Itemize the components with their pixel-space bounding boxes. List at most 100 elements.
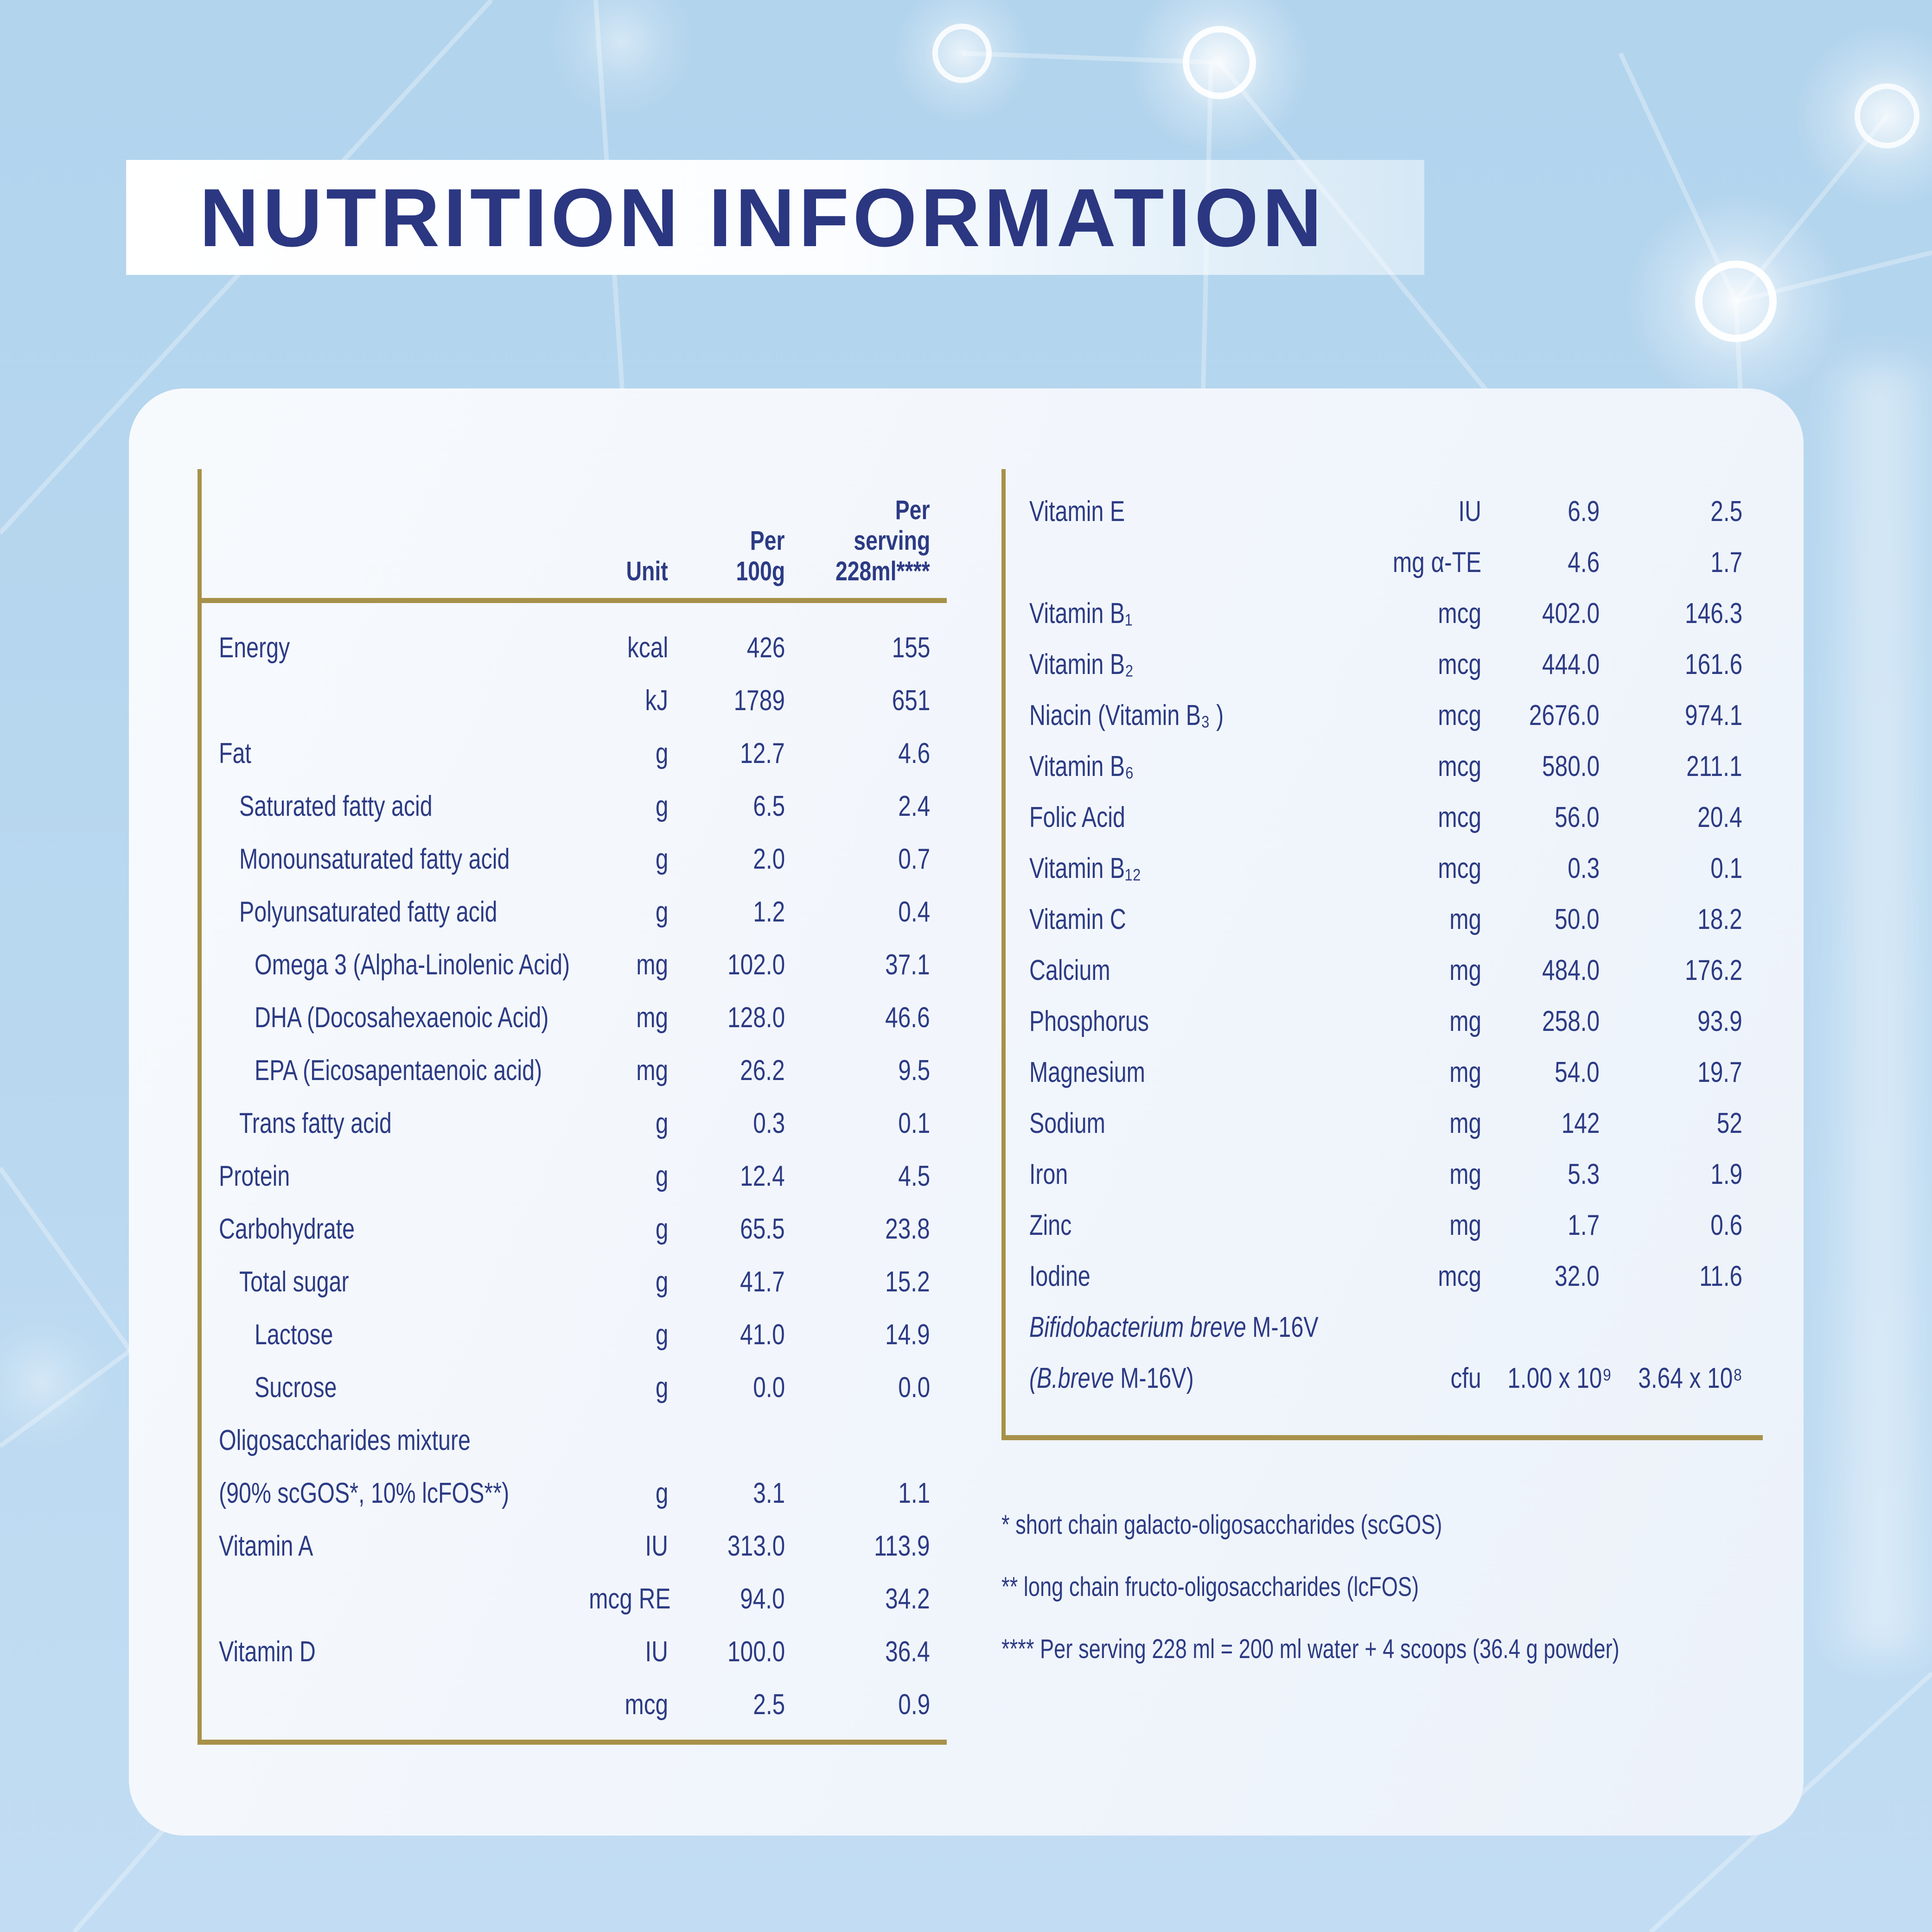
per-serving-cell: 0.4 xyxy=(785,896,930,928)
row-label-text: Vitamin D xyxy=(219,1635,316,1668)
per-100g-cell: 444.0 xyxy=(1481,648,1600,681)
unit-cell-text: mg xyxy=(1449,1056,1481,1088)
title-bar: NUTRITION INFORMATION xyxy=(126,160,1424,275)
footnote-lcfos: ** long chain fructo-oligosaccharides (l… xyxy=(1001,1556,1794,1618)
per-100g-cell: 4.6 xyxy=(1481,546,1600,579)
per-serving-cell: 4.6 xyxy=(785,737,930,770)
per-100g-cell-text: 12.7 xyxy=(740,737,785,769)
table-row: kJ 1789 651 xyxy=(198,674,930,727)
per-100g-cell-text: 26.2 xyxy=(740,1054,785,1087)
unit-cell-text: g xyxy=(655,1265,668,1298)
unit-cell: mg xyxy=(568,1001,668,1034)
per-100g-cell: 6.9 xyxy=(1481,495,1600,528)
per-serving-cell-text: 1.7 xyxy=(1710,546,1742,578)
per-serving-cell-text: 20.4 xyxy=(1697,801,1742,833)
per-100g-cell: 258.0 xyxy=(1481,1005,1600,1038)
unit-cell: mcg xyxy=(1368,801,1481,834)
right-table-bottom-rule xyxy=(1001,1435,1763,1440)
left-table-vertical-rule xyxy=(198,469,202,1745)
per-100g-cell-text: 50.0 xyxy=(1555,903,1600,935)
row-label: Omega 3 (Alpha-Linolenic Acid) xyxy=(198,948,570,981)
footnote-per-serving-text: **** Per serving 228 ml = 200 ml water +… xyxy=(1001,1633,1620,1664)
unit-cell: g xyxy=(568,1213,668,1246)
row-label: Carbohydrate xyxy=(198,1213,568,1246)
per-100g-cell: 56.0 xyxy=(1481,801,1600,834)
per-100g-cell: 41.7 xyxy=(668,1265,785,1298)
per-serving-cell: 4.5 xyxy=(785,1160,930,1193)
table-row: Zinc mg 1.7 0.6 xyxy=(1001,1200,1742,1251)
table-row: Phosphorus mg 258.0 93.9 xyxy=(1001,996,1742,1047)
per-serving-cell-text: 18.2 xyxy=(1697,903,1742,935)
table-row: Sucrose g 0.0 0.0 xyxy=(198,1361,930,1414)
unit-cell-text: g xyxy=(655,896,668,928)
unit-cell-text: mg xyxy=(636,948,668,981)
table-row: DHA (Docosahexaenoic Acid) mg 128.0 46.6 xyxy=(198,991,930,1044)
per-serving-cell-text: 176.2 xyxy=(1684,954,1742,986)
per-100g-cell: 26.2 xyxy=(668,1054,785,1087)
per-serving-cell-text: 1.9 xyxy=(1710,1158,1742,1190)
per-100g-cell-text: 1.2 xyxy=(753,896,785,928)
header-spacer xyxy=(198,468,568,598)
header-per-100g-line2: 100g xyxy=(736,556,785,586)
per-serving-cell-text: 0.1 xyxy=(1710,852,1742,884)
row-label: Phosphorus xyxy=(1001,1005,1368,1038)
row-label-text: Magnesium xyxy=(1029,1056,1145,1088)
row-label-text: Vitamin B₂ xyxy=(1029,648,1134,680)
per-100g-cell-text: 6.9 xyxy=(1568,495,1600,527)
per-serving-cell-text: 37.1 xyxy=(885,948,930,981)
row-label: Fat xyxy=(198,737,568,770)
unit-cell-text: mcg xyxy=(1438,648,1481,680)
row-label-text: Oligosaccharides mixture xyxy=(219,1424,471,1456)
nutrition-card xyxy=(129,388,1804,1836)
row-label: Vitamin A xyxy=(198,1530,568,1563)
row-label: Vitamin B₆ xyxy=(1001,750,1368,783)
unit-cell-text: g xyxy=(655,1160,668,1192)
per-serving-cell-text: 15.2 xyxy=(885,1265,930,1298)
row-label-text: Vitamin B₁ xyxy=(1029,597,1133,629)
unit-cell: mg xyxy=(568,1054,668,1087)
per-100g-cell: 1.00 x 10⁹ xyxy=(1481,1362,1612,1395)
per-serving-cell-text: 93.9 xyxy=(1697,1005,1742,1037)
unit-cell: mg xyxy=(1368,954,1481,987)
per-serving-cell-text: 36.4 xyxy=(885,1635,930,1668)
per-100g-cell: 2.5 xyxy=(668,1688,785,1721)
per-100g-cell: 426 xyxy=(668,631,785,664)
per-serving-cell: 0.1 xyxy=(1600,852,1742,885)
per-100g-cell-text: 12.4 xyxy=(740,1160,785,1192)
row-label-text: (B.breve M-16V) xyxy=(1029,1362,1194,1394)
row-label: Calcium xyxy=(1001,954,1368,987)
per-100g-cell: 0.3 xyxy=(1481,852,1600,885)
unit-cell-text: g xyxy=(655,843,668,875)
row-label: Sodium xyxy=(1001,1107,1368,1140)
row-label: Energy xyxy=(198,631,568,664)
per-serving-cell: 18.2 xyxy=(1600,903,1742,936)
row-label: (B.breve M-16V) xyxy=(1001,1362,1368,1395)
per-100g-cell-text: 2.0 xyxy=(753,843,785,875)
table-row: Oligosaccharides mixture xyxy=(198,1414,930,1467)
unit-cell-text: g xyxy=(655,1107,668,1139)
per-100g-cell: 32.0 xyxy=(1481,1260,1600,1293)
row-label-text: Vitamin C xyxy=(1029,903,1126,935)
header-per-serving-line3: 228ml**** xyxy=(835,556,930,586)
per-100g-cell-text: 100.0 xyxy=(727,1635,785,1668)
row-label-text: Lactose xyxy=(255,1318,333,1351)
per-100g-cell-text: 484.0 xyxy=(1542,954,1600,986)
per-100g-cell-text: 94.0 xyxy=(740,1582,785,1615)
row-label-text: Omega 3 (Alpha-Linolenic Acid) xyxy=(255,948,570,981)
per-serving-cell: 9.5 xyxy=(785,1054,930,1087)
per-serving-cell: 113.9 xyxy=(785,1530,930,1563)
per-100g-cell-text: 1.00 x 10⁹ xyxy=(1507,1362,1612,1394)
per-100g-cell-text: 102.0 xyxy=(727,948,785,981)
per-serving-cell-text: 52 xyxy=(1716,1107,1742,1139)
table-row: Protein g 12.4 4.5 xyxy=(198,1150,930,1202)
per-100g-cell: 1789 xyxy=(668,684,785,717)
per-100g-cell xyxy=(668,1424,785,1457)
unit-cell-text: kJ xyxy=(645,684,668,717)
per-100g-cell: 580.0 xyxy=(1481,750,1600,783)
per-serving-cell-text: 0.9 xyxy=(898,1688,930,1721)
per-serving-cell-text: 113.9 xyxy=(874,1530,930,1562)
row-label: Folic Acid xyxy=(1001,801,1368,834)
header-unit-label: Unit xyxy=(626,556,668,586)
per-serving-cell: 155 xyxy=(785,631,930,664)
